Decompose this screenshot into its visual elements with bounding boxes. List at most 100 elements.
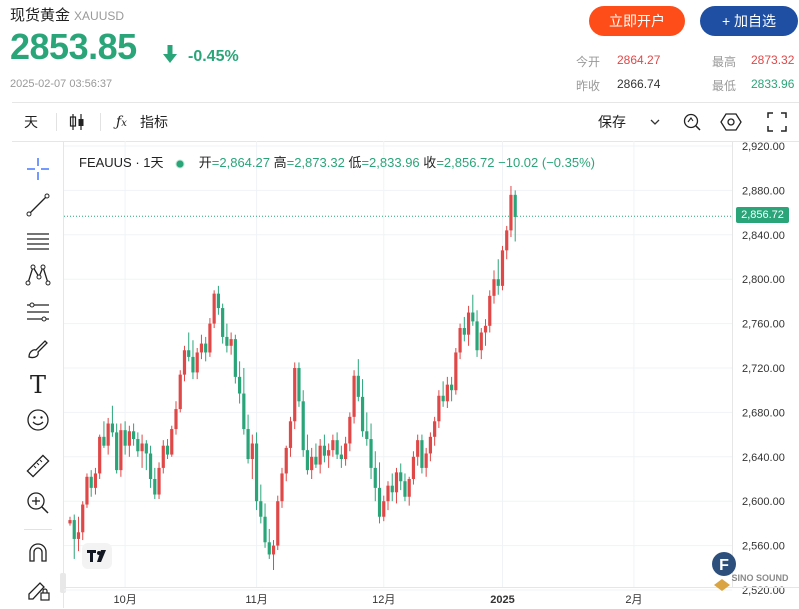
quick-search-icon[interactable] bbox=[682, 112, 702, 132]
candle-body bbox=[356, 375, 360, 397]
brush-icon[interactable] bbox=[24, 335, 52, 363]
status-dot-icon bbox=[175, 159, 185, 169]
candle-body bbox=[246, 429, 250, 460]
candle-body bbox=[433, 421, 437, 437]
candle-body bbox=[140, 443, 144, 452]
last-price-label: 2,856.72 bbox=[736, 207, 789, 223]
legend-open-label: 开 bbox=[198, 155, 212, 170]
instrument-name: 现货黄金 bbox=[10, 7, 71, 24]
legend-high-value: =2,873.32 bbox=[286, 155, 345, 170]
crosshair-icon[interactable] bbox=[24, 155, 52, 183]
low-label: 最低 bbox=[712, 79, 737, 93]
candle-body bbox=[153, 479, 157, 495]
open-value: 2864.27 bbox=[617, 53, 661, 67]
legend-change: −10.02 (−0.35%) bbox=[498, 155, 595, 170]
candle-body bbox=[263, 516, 267, 543]
candle-body bbox=[445, 384, 449, 402]
toolbar-divider bbox=[100, 113, 101, 131]
current-price: 2853.85 bbox=[10, 26, 137, 67]
candle-type-icon[interactable] bbox=[68, 113, 86, 131]
candle-body bbox=[441, 395, 445, 402]
y-tick-label: 2,800.00 bbox=[742, 274, 785, 286]
candle-body bbox=[85, 476, 89, 505]
candle-body bbox=[327, 450, 331, 456]
zoom-in-icon[interactable] bbox=[24, 489, 52, 517]
open-account-button[interactable]: 立即开户 bbox=[589, 6, 685, 36]
candle-body bbox=[450, 384, 454, 391]
settings-icon[interactable] bbox=[720, 112, 742, 132]
candle-body bbox=[148, 453, 153, 479]
legend-symbol: FEAUUS · 1天 bbox=[79, 155, 164, 170]
svg-text:F: F bbox=[719, 557, 729, 574]
candle-body bbox=[339, 454, 343, 460]
candle-body bbox=[360, 396, 365, 432]
add-watchlist-button[interactable]: + 加自选 bbox=[700, 6, 798, 36]
candle-body bbox=[119, 430, 123, 471]
fullscreen-icon[interactable] bbox=[767, 112, 787, 132]
candle-body bbox=[416, 440, 420, 457]
price-change-percent: -0.45% bbox=[188, 48, 239, 65]
price-axis[interactable] bbox=[732, 141, 799, 587]
tradingview-logo-icon[interactable] bbox=[82, 543, 112, 569]
legend-low-label: 低 bbox=[348, 155, 362, 170]
low-value: 2833.96 bbox=[751, 77, 795, 91]
candlestick-chart[interactable]: 2,920.00 2,880.00 2,840.00 2,800.00 2,760.00… bbox=[64, 141, 799, 608]
drawing-toolbar: T bbox=[12, 141, 64, 608]
emoji-icon[interactable] bbox=[24, 406, 52, 434]
candle-body bbox=[233, 339, 237, 377]
candle-body bbox=[369, 439, 373, 468]
indicators-button[interactable]: 指标 bbox=[140, 114, 168, 130]
candle-body bbox=[127, 431, 131, 446]
prev-close-value: 2866.74 bbox=[617, 77, 661, 91]
prev-close-label: 昨收 bbox=[576, 79, 601, 93]
open-label: 今开 bbox=[576, 55, 601, 69]
candle-body bbox=[373, 467, 377, 488]
candle-body bbox=[178, 374, 182, 410]
candle-body bbox=[331, 440, 335, 451]
interval-selector[interactable]: 天 bbox=[24, 114, 38, 130]
time-axis[interactable] bbox=[64, 587, 799, 609]
candle-body bbox=[225, 336, 229, 346]
y-tick-label: 2,920.00 bbox=[742, 141, 785, 153]
ruler-icon[interactable] bbox=[24, 452, 52, 480]
candle-body bbox=[187, 350, 191, 357]
candle-body bbox=[204, 343, 208, 353]
trend-line-icon[interactable] bbox=[24, 191, 52, 219]
x-tick-label: 11月 bbox=[245, 594, 267, 606]
candle-body bbox=[513, 194, 517, 218]
candle-body bbox=[271, 545, 276, 555]
horizontal-lines-icon[interactable] bbox=[24, 227, 52, 255]
y-tick-label: 2,560.00 bbox=[742, 541, 785, 553]
pattern-icon[interactable] bbox=[24, 261, 52, 289]
candle-body bbox=[68, 520, 72, 524]
y-tick-label: 2,520.00 bbox=[742, 585, 785, 597]
collapse-toolbar-handle[interactable] bbox=[60, 573, 66, 593]
lock-draw-icon[interactable] bbox=[24, 575, 52, 603]
candle-body bbox=[403, 481, 407, 497]
y-tick-label: 2,600.00 bbox=[742, 496, 785, 508]
text-tool-icon[interactable]: T bbox=[29, 371, 46, 399]
fib-icon[interactable] bbox=[24, 298, 52, 326]
candle-body bbox=[407, 479, 411, 497]
candle-body bbox=[305, 450, 310, 471]
down-arrow-icon bbox=[163, 45, 177, 63]
candle-body bbox=[394, 472, 399, 493]
candle-body bbox=[420, 440, 424, 468]
candle-body bbox=[280, 473, 284, 502]
candle-body bbox=[98, 436, 102, 474]
candle-body bbox=[174, 409, 178, 430]
candle-body bbox=[182, 350, 187, 375]
candle-body bbox=[276, 501, 280, 546]
candle-body bbox=[505, 230, 509, 251]
candle-body bbox=[483, 325, 488, 333]
save-button[interactable]: 保存 bbox=[598, 114, 626, 130]
candle-body bbox=[322, 445, 326, 456]
legend-close-label: 收 bbox=[423, 155, 437, 170]
candle-body bbox=[314, 456, 318, 465]
chevron-down-icon[interactable] bbox=[650, 117, 660, 127]
function-icon[interactable]: ƒx bbox=[116, 114, 127, 130]
candle-body bbox=[365, 431, 369, 440]
candle-body bbox=[284, 447, 288, 474]
magnet-icon[interactable] bbox=[24, 539, 52, 567]
y-tick-label: 2,680.00 bbox=[742, 407, 785, 419]
